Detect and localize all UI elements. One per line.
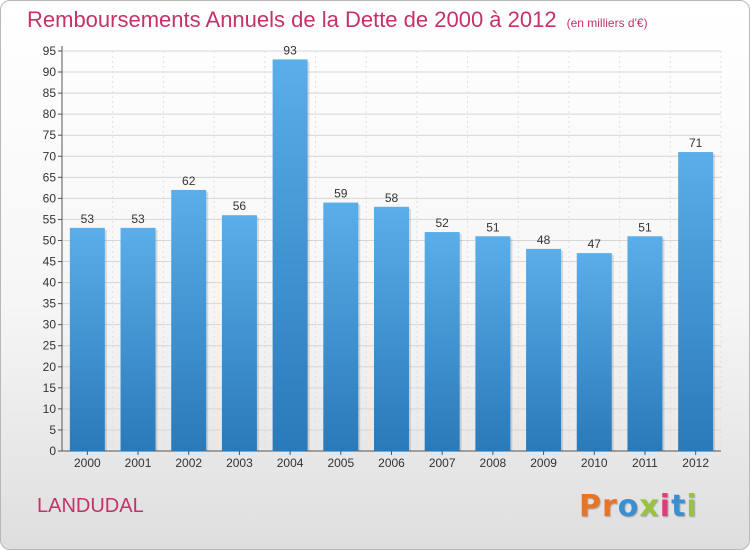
y-tick-label: 70 (43, 149, 57, 163)
y-tick-label: 10 (43, 402, 57, 416)
logo-letter: o (617, 489, 640, 524)
chart-title-text: Remboursements Annuels de la Dette de 20… (27, 7, 557, 32)
bar-2007 (424, 232, 460, 451)
logo-letter: r (602, 489, 618, 524)
bar-2009 (526, 248, 562, 451)
y-tick-label: 35 (43, 297, 57, 311)
label-layer: 0 5 10 15 20 25 30 35 40 45 50 55 60 65 70 75 80 85 90 95 53… (43, 43, 710, 470)
bar-2012 (678, 152, 714, 452)
bar-2010 (576, 253, 612, 451)
bar-2005 (323, 202, 359, 451)
bar-layer (69, 59, 716, 452)
logo-letter: i (659, 489, 672, 524)
bar-2001 (120, 227, 156, 451)
chart-title: Remboursements Annuels de la Dette de 20… (27, 7, 648, 33)
bar-2002 (171, 189, 207, 451)
bar-2011 (627, 236, 663, 451)
y-tick-label: 95 (43, 44, 57, 58)
bar-value-label: 52 (436, 216, 450, 230)
place-name: LANDUDAL (37, 495, 144, 517)
proxiti-logo: Proxiti (579, 489, 698, 524)
x-tick-label: 2005 (327, 456, 354, 470)
bar-2006 (374, 206, 409, 451)
bar-2000 (69, 227, 105, 451)
y-tick-label: 40 (43, 276, 57, 290)
y-tick-label: 85 (43, 86, 57, 100)
y-tick-label: 30 (43, 318, 57, 332)
y-tick-label: 25 (43, 339, 57, 353)
x-tick-label: 2004 (277, 456, 304, 470)
bar-value-label: 59 (334, 187, 348, 201)
x-tick-label: 2011 (632, 456, 658, 470)
y-tick-label: 60 (43, 191, 57, 205)
bar-value-label: 48 (537, 233, 551, 247)
y-tick-label: 50 (43, 233, 57, 247)
bar-value-label: 93 (283, 43, 297, 57)
y-tick-label: 15 (43, 381, 57, 395)
chart-unit: (en milliers d'€) (566, 16, 648, 30)
bar-value-label: 51 (486, 220, 500, 234)
x-tick-label: 2003 (226, 456, 253, 470)
logo-letter: i (686, 489, 698, 524)
y-tick-label: 20 (43, 360, 57, 374)
bar-value-label: 62 (182, 174, 196, 188)
x-tick-label: 2008 (480, 456, 507, 470)
logo-letter: x (639, 489, 660, 524)
x-tick-label: 2012 (682, 456, 709, 470)
bar-value-label: 53 (81, 212, 95, 226)
x-tick-label: 2002 (175, 456, 202, 470)
logo-letter: t (671, 489, 687, 524)
x-tick-label: 2001 (125, 456, 152, 470)
bar-2003 (221, 215, 257, 451)
x-tick-label: 2009 (530, 456, 557, 470)
y-tick-label: 80 (43, 107, 57, 121)
y-tick-label: 0 (49, 444, 56, 458)
bar-value-label: 56 (233, 199, 247, 213)
y-tick-label: 45 (43, 255, 57, 269)
x-tick-label: 2000 (74, 456, 101, 470)
bar-2004 (272, 59, 308, 451)
logo-letter: P (579, 489, 602, 524)
y-tick-label: 90 (43, 65, 57, 79)
bar-2008 (475, 236, 511, 451)
y-tick-label: 5 (49, 423, 56, 437)
y-tick-label: 75 (43, 128, 57, 142)
x-tick-label: 2007 (429, 456, 456, 470)
bar-value-label: 71 (689, 136, 703, 150)
bar-value-label: 53 (131, 212, 145, 226)
bar-value-label: 47 (588, 237, 602, 251)
y-tick-label: 55 (43, 212, 57, 226)
y-tick-label: 65 (43, 170, 57, 184)
x-tick-label: 2010 (581, 456, 608, 470)
x-tick-label: 2006 (378, 456, 405, 470)
bar-value-label: 51 (638, 220, 652, 234)
bar-value-label: 58 (385, 191, 399, 205)
